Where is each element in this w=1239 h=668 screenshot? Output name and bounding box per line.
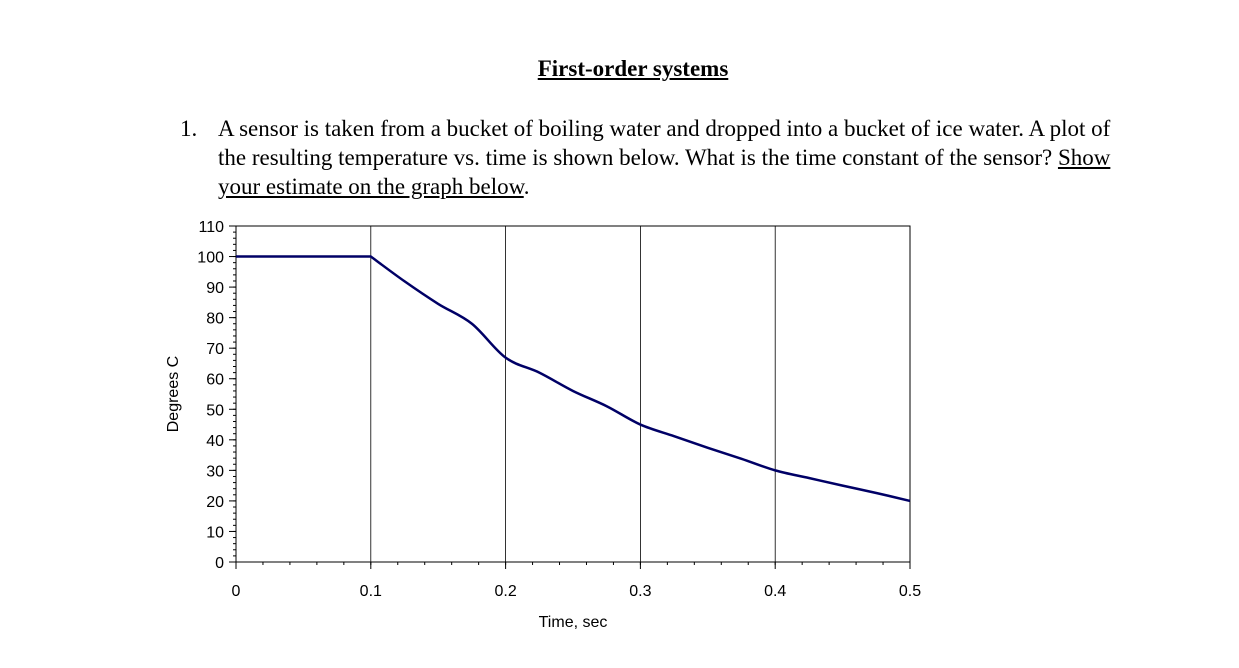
- y-tick-label: 110: [198, 219, 224, 236]
- y-tick-label: 0: [215, 555, 224, 572]
- y-tick-label: 70: [206, 341, 224, 358]
- y-tick-label: 100: [197, 250, 224, 267]
- y-axis-label: Degrees C: [165, 356, 182, 432]
- x-tick-label: 0.3: [629, 583, 651, 600]
- question-instruction-period: .: [523, 174, 530, 199]
- x-tick-label: 0.4: [764, 583, 786, 600]
- temperature-series-line: [236, 255, 911, 503]
- y-tick-label: 60: [206, 372, 224, 389]
- y-tick-label: 10: [206, 524, 224, 541]
- page-title: First-order systems: [537, 56, 729, 81]
- x-axis-label: Time, sec: [539, 614, 608, 631]
- question-text-block: A sensor is taken from a bucket of boili…: [218, 114, 1138, 201]
- x-tick-label: 0.5: [899, 583, 921, 600]
- question-instruction: Show your estimate on the graph below: [218, 145, 1111, 199]
- y-tick-label: 30: [206, 463, 224, 480]
- y-tick-label: 80: [206, 311, 224, 328]
- y-tick-label: 40: [206, 433, 224, 450]
- x-tick-label: 0: [232, 583, 241, 600]
- x-tick-label: 0.1: [360, 583, 382, 600]
- y-tick-label: 90: [206, 280, 224, 297]
- question-text: A sensor is taken from a bucket of boili…: [218, 116, 1111, 170]
- plot-area: [235, 225, 911, 563]
- y-tick-label: 50: [206, 402, 224, 419]
- y-tick-label: 20: [206, 494, 224, 511]
- x-tick-label: 0.2: [494, 583, 516, 600]
- question-number: 1.: [180, 116, 198, 141]
